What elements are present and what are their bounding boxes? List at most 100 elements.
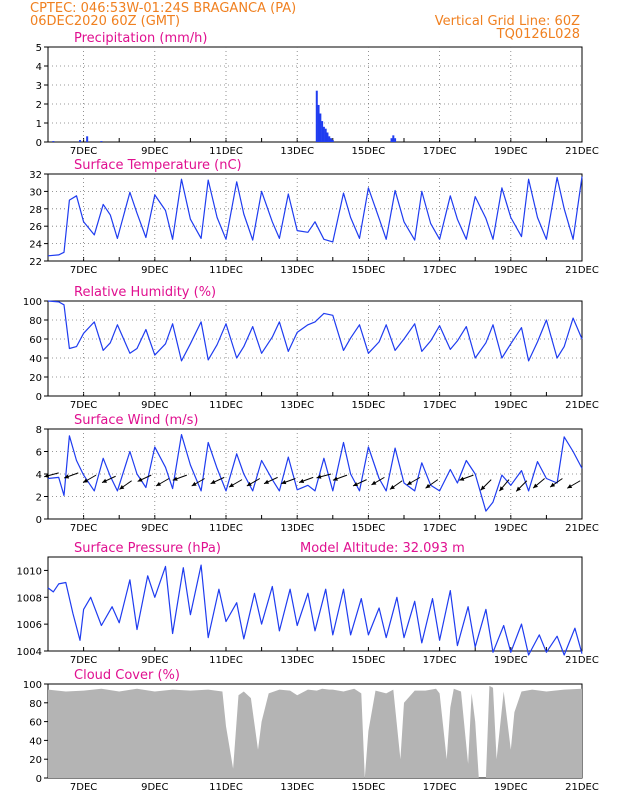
y-tick-label: 4: [36, 62, 42, 73]
x-tick-label: 11DEC: [209, 523, 243, 534]
x-tick-label: 21DEC: [565, 265, 599, 276]
y-tick-label: 60: [29, 718, 42, 729]
y-tick-label: 32: [29, 170, 42, 181]
x-tick-label: 15DEC: [352, 655, 386, 666]
x-tick-label: 13DEC: [280, 655, 314, 666]
wind-arrow-head: [137, 477, 143, 482]
pressure-series-line: [47, 564, 583, 656]
y-tick-label: 5: [36, 43, 42, 54]
y-tick-label: 20: [29, 755, 42, 766]
wind-arrow-head: [332, 476, 338, 481]
wind-direction-arrow: [352, 479, 367, 487]
x-tick-label: 7DEC: [70, 523, 97, 534]
wind-arrow-head: [550, 482, 556, 488]
cloud-cover-area: [48, 685, 582, 778]
x-tick-label: 19DEC: [494, 146, 528, 157]
temperature-series-line: [47, 176, 583, 257]
precip-bar: [328, 136, 331, 142]
wind-direction-arrow: [263, 476, 278, 485]
x-tick-label: 19DEC: [494, 400, 528, 411]
precip-bar: [390, 138, 393, 142]
wind-direction-arrow: [281, 478, 296, 485]
wind-arrow-head: [353, 482, 358, 486]
x-tick-label: 11DEC: [209, 655, 243, 666]
x-tick-label: 21DEC: [565, 146, 599, 157]
y-tick-label: 1004: [17, 647, 42, 658]
x-tick-label: 11DEC: [209, 146, 243, 157]
panel-title: Surface Wind (m/s): [74, 413, 198, 428]
panel-title: Cloud Cover (%): [74, 668, 180, 683]
y-tick-label: 1006: [17, 620, 42, 631]
wind-arrow-head: [389, 485, 395, 490]
y-tick-label: 2: [36, 100, 42, 111]
wind-arrow-head: [567, 484, 573, 489]
panel-title: Surface Pressure (hPa): [74, 541, 221, 556]
x-tick-label: 7DEC: [70, 400, 97, 411]
x-tick-label: 17DEC: [423, 146, 457, 157]
precip-bar: [315, 90, 318, 142]
precip-bar: [100, 141, 103, 142]
y-tick-label: 100: [23, 297, 42, 308]
x-tick-label: 13DEC: [280, 782, 314, 793]
wind-direction-arrow: [406, 476, 421, 486]
wind-direction-arrow: [459, 474, 474, 481]
header-code: TQ0126L028: [496, 27, 580, 42]
y-tick-label: 1010: [17, 566, 42, 577]
y-tick-label: 40: [29, 736, 42, 747]
precip-bar: [330, 138, 333, 142]
precip-bar: [322, 126, 325, 142]
wind-direction-arrow: [82, 474, 97, 484]
x-tick-label: 7DEC: [70, 265, 97, 276]
x-tick-label: 17DEC: [423, 782, 457, 793]
precip-bar: [324, 128, 327, 142]
x-tick-label: 17DEC: [423, 400, 457, 411]
y-tick-label: 6: [36, 448, 42, 459]
y-tick-label: 24: [29, 240, 42, 251]
temperature-panel: Surface Temperature (nC) 22 24 26 28 30 32 7DEC…: [29, 158, 599, 276]
precip-bar: [326, 132, 329, 142]
x-tick-label: 9DEC: [141, 146, 168, 157]
precip-bar: [319, 113, 322, 142]
x-tick-label: 19DEC: [494, 523, 528, 534]
x-tick-label: 9DEC: [141, 265, 168, 276]
wind-arrow-head: [516, 486, 521, 492]
wind-arrow-head: [371, 480, 377, 485]
y-tick-label: 26: [29, 222, 42, 233]
y-tick-label: 40: [29, 354, 42, 365]
precip-bar: [317, 104, 320, 142]
y-tick-label: 80: [29, 316, 42, 327]
y-tick-label: 4: [36, 470, 42, 481]
x-tick-label: 21DEC: [565, 523, 599, 534]
wind-direction-arrow: [172, 474, 188, 481]
x-tick-label: 21DEC: [565, 655, 599, 666]
humidity-panel: Relative Humidity (%) 0 20 40 60 80 100 7DEC 9DE…: [23, 285, 599, 411]
humidity-series-line: [47, 300, 583, 362]
y-tick-label: 1008: [17, 593, 42, 604]
x-tick-label: 13DEC: [280, 523, 314, 534]
wind-arrow-head: [119, 485, 125, 490]
y-tick-label: 28: [29, 205, 42, 216]
wind-arrow-head: [264, 479, 269, 484]
wind-direction-arrow: [191, 478, 205, 487]
wind-direction-arrow: [119, 480, 132, 490]
y-tick-label: 0: [36, 138, 42, 149]
wind-arrow-head: [172, 476, 178, 481]
wind-panel: Surface Wind (m/s) 0 2 4 6 8 7DEC 9DEC 11DEC 13DE…: [36, 413, 599, 534]
x-tick-label: 15DEC: [352, 523, 386, 534]
header-station: CPTEC: 046:53W-01:24S BRAGANCA (PA): [30, 1, 296, 16]
precip-bar: [79, 140, 82, 142]
wind-direction-arrow: [210, 476, 225, 485]
precip-bar: [392, 135, 395, 142]
panel-title: Precipitation (mm/h): [74, 31, 207, 46]
x-tick-label: 13DEC: [280, 265, 314, 276]
wind-arrow-head: [407, 480, 412, 485]
y-tick-label: 22: [29, 257, 42, 268]
y-tick-label: 20: [29, 373, 42, 384]
wind-direction-arrow: [246, 478, 261, 487]
wind-arrow-head: [459, 476, 465, 481]
wind-direction-arrow: [389, 480, 403, 490]
wind-arrow-head: [281, 480, 287, 485]
precip-bar: [331, 140, 334, 142]
y-tick-label: 0: [36, 515, 42, 526]
